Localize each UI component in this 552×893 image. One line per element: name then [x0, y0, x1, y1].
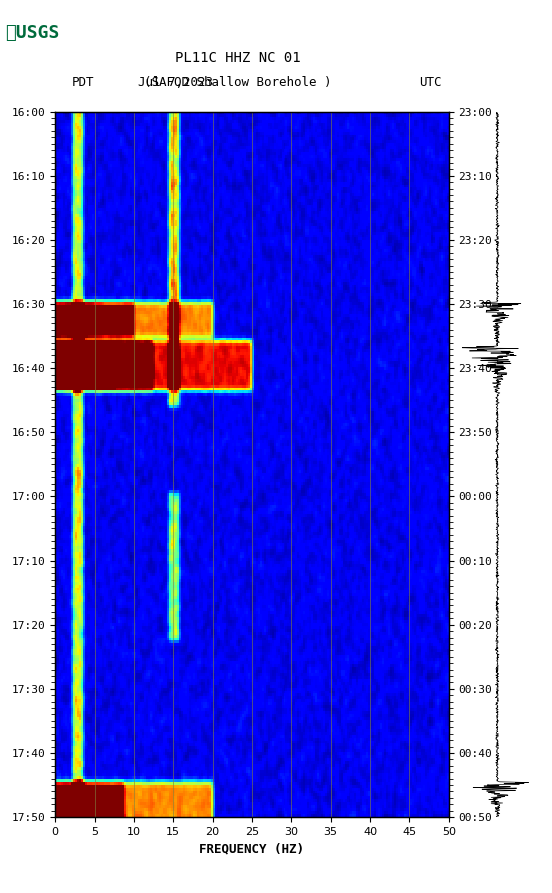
Text: ⊿USGS: ⊿USGS [6, 24, 60, 43]
Text: UTC: UTC [420, 76, 442, 88]
Text: (SAFOD Shallow Borehole ): (SAFOD Shallow Borehole ) [144, 76, 331, 88]
FancyBboxPatch shape [6, 9, 72, 58]
X-axis label: FREQUENCY (HZ): FREQUENCY (HZ) [199, 842, 305, 855]
Text: PL11C HHZ NC 01: PL11C HHZ NC 01 [174, 51, 300, 65]
Text: PDT: PDT [72, 76, 94, 88]
Text: Jul 7,2023: Jul 7,2023 [138, 76, 213, 88]
